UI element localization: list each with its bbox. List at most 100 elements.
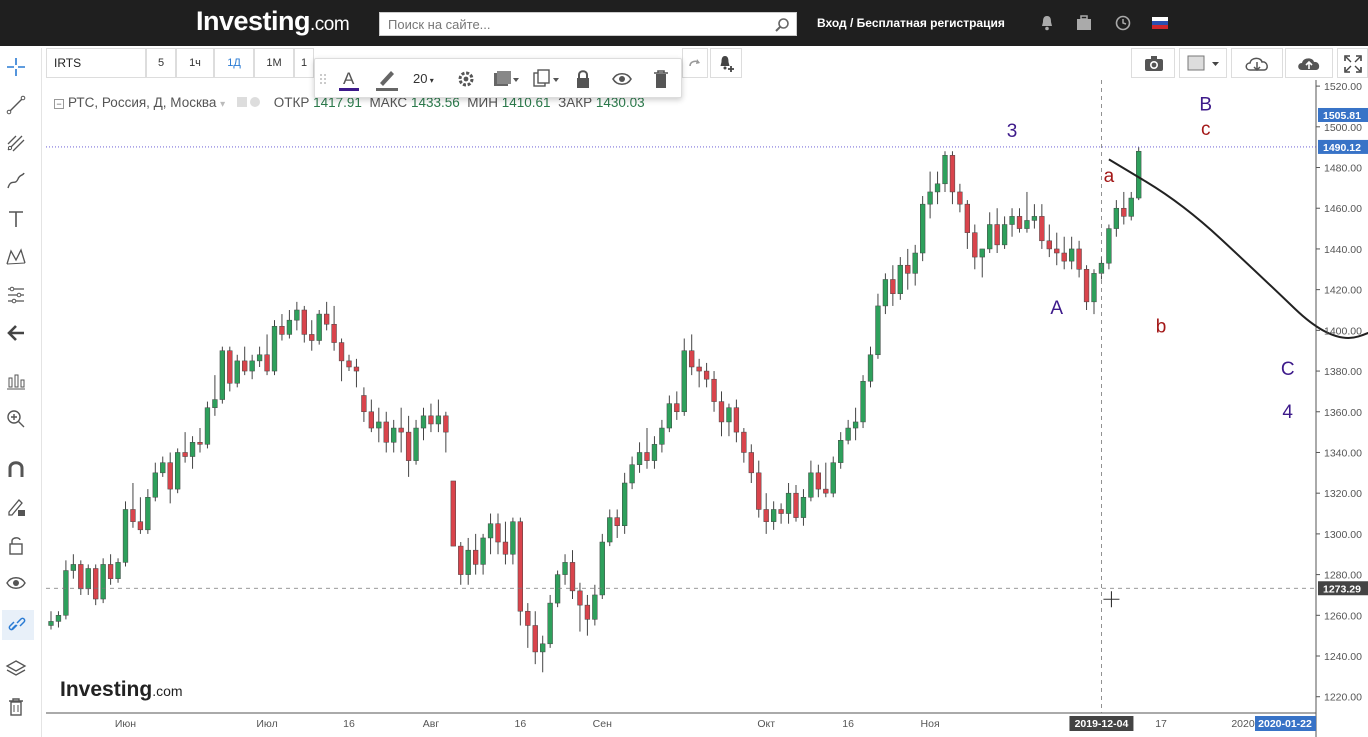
- wave-label: b: [1156, 316, 1167, 337]
- magnet-icon[interactable]: [5, 458, 27, 480]
- layers-icon[interactable]: [5, 658, 27, 680]
- briefcase-icon[interactable]: [1075, 14, 1093, 32]
- candle: [718, 391, 725, 437]
- candle: [882, 273, 889, 315]
- candle-body: [48, 621, 54, 626]
- search-input[interactable]: [380, 13, 760, 35]
- y-tick-label: 1440.00: [1324, 244, 1362, 256]
- candle: [860, 375, 866, 429]
- candle: [562, 554, 568, 585]
- candle: [219, 346, 225, 404]
- text-color-icon[interactable]: A: [335, 67, 363, 91]
- candle: [592, 584, 598, 626]
- y-tick-label: 1500.00: [1324, 122, 1362, 134]
- candle: [458, 542, 464, 585]
- candle: [957, 183, 963, 213]
- collapse-legend-icon[interactable]: −: [54, 99, 64, 109]
- prediction-tool-icon[interactable]: [5, 284, 27, 306]
- pencil-lock-icon[interactable]: [5, 496, 27, 518]
- candle: [264, 334, 270, 376]
- save-chart-button[interactable]: [1285, 48, 1333, 78]
- candle: [636, 442, 643, 473]
- back-arrow-icon[interactable]: [5, 322, 27, 344]
- redo-button[interactable]: [682, 48, 708, 78]
- trash-icon[interactable]: [5, 696, 27, 718]
- candle-body: [353, 366, 360, 372]
- candle-body: [465, 549, 471, 575]
- login-register-link[interactable]: Вход / Бесплатная регистрация: [817, 16, 1005, 30]
- line-color-icon[interactable]: [373, 67, 401, 91]
- candle: [942, 151, 948, 192]
- candle-body: [435, 415, 442, 425]
- eye-icon[interactable]: [5, 572, 27, 594]
- search-icon[interactable]: [774, 17, 790, 33]
- candle-body: [554, 574, 561, 604]
- measure-tool-icon[interactable]: [5, 370, 27, 392]
- candle: [651, 436, 658, 469]
- visibility-icon[interactable]: [611, 67, 633, 91]
- lock-icon[interactable]: [5, 534, 27, 556]
- background-color-icon[interactable]: [491, 67, 521, 91]
- interval-1h-button[interactable]: 1ч: [176, 48, 214, 78]
- zoom-in-icon[interactable]: [5, 408, 27, 430]
- clone-icon[interactable]: [531, 67, 561, 91]
- wave-label: A: [1050, 298, 1063, 319]
- candle-body: [994, 224, 1000, 246]
- candle: [450, 480, 456, 547]
- gear-icon[interactable]: [455, 67, 477, 91]
- load-chart-button[interactable]: [1231, 48, 1283, 78]
- interval-1d-button[interactable]: 1Д: [214, 48, 254, 78]
- candle-body: [592, 594, 598, 620]
- candle: [197, 428, 203, 453]
- drag-handle-icon[interactable]: [319, 67, 327, 91]
- end-date-bg: [1255, 716, 1316, 731]
- lock-drawing-icon[interactable]: [573, 67, 593, 91]
- svg-text:A: A: [343, 69, 355, 88]
- candle: [1009, 208, 1015, 237]
- legend-hide-icon[interactable]: [249, 97, 260, 107]
- candle: [1001, 216, 1008, 249]
- link-icon[interactable]: [2, 610, 34, 640]
- candle: [1069, 236, 1075, 270]
- candle-body: [70, 564, 76, 571]
- legend-settings-icon[interactable]: [236, 97, 247, 107]
- candle: [443, 411, 449, 453]
- add-alert-button[interactable]: [710, 48, 742, 78]
- clock-icon[interactable]: [1114, 14, 1132, 32]
- candle-body: [741, 431, 747, 453]
- symbol-input[interactable]: IRTS: [46, 48, 146, 78]
- time-axis[interactable]: Июн Июл 16 Авг 16 Сен Окт 16 Ноя 17 2020 2019-12-04…: [115, 716, 1316, 731]
- candle: [569, 550, 576, 600]
- crosshair-tool-icon[interactable]: [5, 56, 27, 78]
- candle-body: [726, 407, 732, 423]
- chart-style-dropdown[interactable]: [1179, 48, 1227, 78]
- text-tool-icon[interactable]: [5, 208, 27, 230]
- interval-more-button[interactable]: 1: [294, 48, 314, 78]
- legend-dropdown-icon[interactable]: ▾: [220, 99, 226, 110]
- pattern-tool-icon[interactable]: [5, 246, 27, 268]
- bell-icon[interactable]: [1038, 14, 1056, 32]
- delete-drawing-icon[interactable]: [651, 67, 671, 91]
- fullscreen-icon: [1344, 55, 1362, 73]
- price-axis[interactable]: 1220.00 1240.00 1260.00 1280.00 1300.00 1320.…: [1316, 81, 1368, 704]
- investing-logo[interactable]: Investing.com: [196, 6, 350, 36]
- candle-body: [428, 415, 434, 425]
- candle-body: [78, 564, 84, 590]
- russia-flag-icon[interactable]: [1151, 14, 1169, 32]
- candle: [502, 521, 509, 565]
- candle-body: [674, 403, 680, 413]
- candle: [852, 407, 859, 441]
- brush-tool-icon[interactable]: [5, 170, 27, 192]
- font-size-dropdown[interactable]: 20 ▾: [413, 71, 434, 86]
- candle-body: [890, 279, 896, 294]
- interval-1m-button[interactable]: 1М: [254, 48, 294, 78]
- screenshot-button[interactable]: [1131, 48, 1175, 78]
- candle-body: [398, 427, 404, 433]
- fib-tool-icon[interactable]: [5, 132, 27, 154]
- candle-body: [1046, 240, 1052, 250]
- interval-5-button[interactable]: 5: [146, 48, 176, 78]
- candle: [115, 558, 121, 583]
- candle-body: [785, 492, 792, 514]
- trend-line-tool-icon[interactable]: [5, 94, 27, 116]
